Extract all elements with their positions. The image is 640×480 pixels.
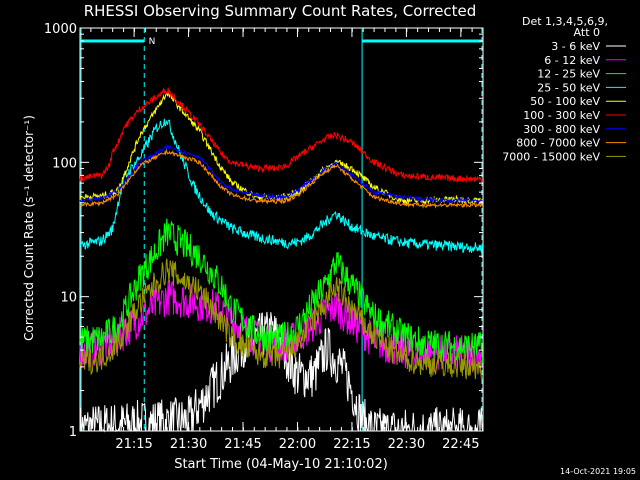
footer-date: 14-Oct-2021 19:05	[560, 467, 636, 476]
legend-label: 3 - 6 keV	[551, 40, 600, 53]
x-tick-label: 21:45	[224, 437, 261, 452]
x-tick-label: 22:00	[279, 437, 316, 452]
y-tick-label: 100	[52, 156, 77, 171]
legend-header-line: Det 1,3,4,5,6,9,	[522, 15, 608, 28]
data-marks: N	[79, 28, 484, 433]
y-axis-label: Corrected Count Rate (s⁻¹ detector⁻¹)	[22, 115, 36, 341]
legend-label: 12 - 25 keV	[537, 68, 600, 81]
x-tick-label: 21:30	[170, 437, 207, 452]
x-tick-label: 22:30	[388, 437, 425, 452]
y-tick-label: 1000	[44, 22, 77, 37]
series-line	[79, 118, 484, 255]
legend-header-line: Att 0	[574, 26, 600, 39]
chart-title: RHESSI Observing Summary Count Rates, Co…	[84, 2, 477, 20]
axis-ticks: 21:15 21:30 21:45 22:00 22:15 22:30 22:45 1 10 10…	[44, 22, 484, 452]
series-line	[79, 143, 483, 204]
series-line	[79, 86, 484, 185]
legend-label: 300 - 800 keV	[523, 123, 600, 136]
legend-label: 100 - 300 keV	[523, 109, 600, 122]
legend-label: 7000 - 15000 keV	[502, 150, 600, 163]
series-line	[79, 148, 483, 209]
plot-frame	[79, 27, 484, 432]
series-line	[79, 311, 484, 433]
y-tick-label: 1	[69, 425, 77, 440]
legend-label: 25 - 50 keV	[537, 81, 600, 94]
legend-label: 50 - 100 keV	[530, 95, 600, 108]
legend-label: 800 - 7000 keV	[516, 137, 600, 150]
plot-area: N 21:15 21:30 21:45 22:00 22:15 22:30 22:45 1 10…	[44, 22, 484, 452]
x-axis-label: Start Time (04-May-10 21:10:02)	[174, 457, 388, 472]
x-tick-label: 22:45	[442, 437, 479, 452]
y-tick-label: 10	[60, 291, 77, 306]
series-line	[79, 218, 484, 364]
x-tick-label: 21:15	[115, 437, 152, 452]
series-line	[79, 258, 484, 381]
x-tick-label: 22:15	[333, 437, 370, 452]
annotation-label: N	[149, 37, 156, 47]
legend-label: 6 - 12 keV	[544, 54, 600, 67]
